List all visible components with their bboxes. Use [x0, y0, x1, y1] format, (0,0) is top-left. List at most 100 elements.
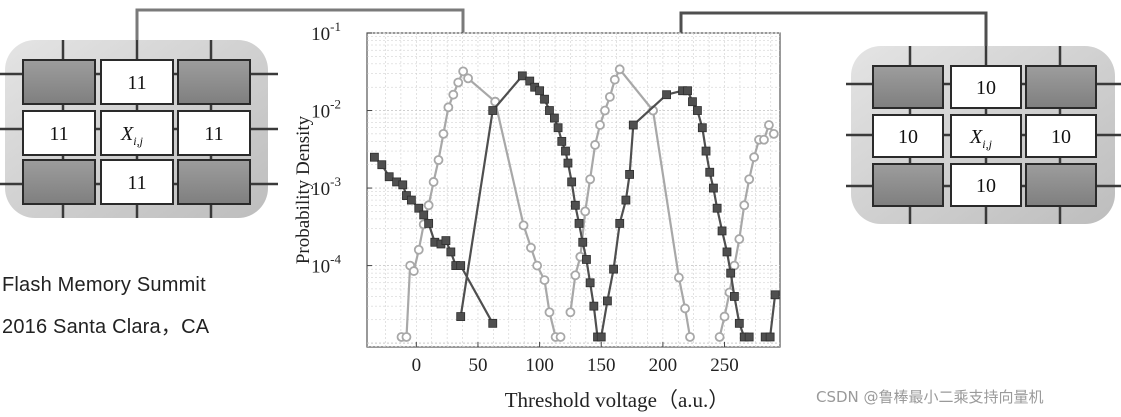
- cell-top: [950, 65, 1022, 109]
- data-point: [585, 174, 596, 185]
- data-point: [589, 301, 599, 311]
- cell-left: [872, 114, 944, 158]
- data-point: [398, 180, 408, 190]
- data-point: [580, 206, 591, 217]
- watermark: CSDN @鲁棒最小二乘支持向量机: [816, 388, 1044, 406]
- data-point: [615, 219, 625, 228]
- data-point: [565, 307, 576, 318]
- series-dark-square: [596, 86, 754, 342]
- data-point: [544, 307, 555, 318]
- caption-line-2: 2016 Santa Clara，CA: [2, 316, 210, 338]
- data-point: [517, 71, 527, 81]
- data-point: [463, 73, 473, 84]
- data-point: [539, 275, 550, 285]
- data-point: [590, 140, 600, 150]
- y-axis-label: Probability Density: [293, 115, 314, 264]
- data-point: [540, 94, 549, 104]
- cell-center-label: Xi,j: [120, 123, 144, 148]
- cell-center: [100, 110, 174, 156]
- data-point: [709, 183, 718, 193]
- data-point: [604, 91, 615, 102]
- data-point: [384, 172, 394, 182]
- data-point: [414, 203, 424, 213]
- data-point: [719, 311, 730, 322]
- data-point: [424, 219, 434, 228]
- data-point: [717, 226, 727, 236]
- x-tick-label: 250: [710, 355, 739, 376]
- cell-top: [100, 59, 174, 105]
- data-point: [561, 146, 570, 156]
- data-point: [621, 195, 631, 205]
- data-point: [570, 270, 581, 281]
- cell-grid-left: 11 11 11 11 Xi,j: [0, 40, 278, 218]
- data-point: [488, 318, 498, 328]
- data-point: [683, 86, 692, 96]
- data-point: [574, 219, 584, 228]
- data-point: [419, 210, 429, 220]
- data-point: [525, 76, 535, 86]
- data-point: [625, 170, 634, 179]
- data-point: [423, 200, 434, 211]
- y-tick-label: 10-1: [311, 19, 341, 45]
- data-point: [532, 260, 543, 271]
- cell-top-value: 10: [976, 77, 996, 99]
- data-point: [726, 268, 736, 278]
- data-point: [609, 74, 620, 85]
- data-point: [744, 332, 754, 342]
- data-point: [448, 89, 459, 100]
- data-point: [428, 177, 439, 187]
- gray-cell: [177, 59, 251, 105]
- data-point: [722, 247, 732, 257]
- data-point: [408, 266, 419, 276]
- data-point: [488, 106, 498, 115]
- series-dark-square: [760, 290, 780, 342]
- series-light-circle: [714, 120, 779, 342]
- data-point: [614, 64, 625, 75]
- data-point: [526, 242, 536, 253]
- cell-bottom: [950, 163, 1022, 207]
- x-axis-label: Threshold voltage（a.u.）: [505, 388, 730, 412]
- cell-bottom-value: 10: [976, 175, 996, 197]
- data-point: [456, 261, 466, 270]
- data-point: [764, 120, 774, 130]
- data-point: [595, 120, 605, 130]
- series: [369, 64, 780, 342]
- axis-ticks: 0 50 100 150 200 250 10-1 10-2 10-3 10-4: [311, 19, 739, 376]
- x-tick-label: 200: [649, 355, 678, 376]
- series-light-circle: [490, 96, 566, 342]
- caption-line-1: Flash Memory Summit: [2, 274, 206, 296]
- gray-cell: [872, 65, 944, 109]
- series-line: [651, 110, 692, 338]
- data-point: [406, 195, 416, 205]
- data-point: [535, 86, 544, 96]
- cell-right: [177, 110, 251, 156]
- data-point: [456, 312, 466, 321]
- data-point: [600, 105, 610, 116]
- data-point: [739, 200, 750, 211]
- data-point: [697, 123, 707, 133]
- data-point: [688, 97, 697, 107]
- data-point: [518, 220, 529, 231]
- x-tick-label: 150: [587, 355, 616, 376]
- data-point: [685, 332, 695, 342]
- data-point: [401, 332, 412, 342]
- gray-cell: [22, 59, 96, 105]
- cell-right-value: 11: [204, 123, 223, 145]
- x-tick-label: 50: [468, 355, 487, 376]
- data-point: [729, 292, 739, 301]
- cell-left: [22, 110, 96, 156]
- gray-cell: [22, 159, 96, 205]
- x-tick-label: 100: [525, 355, 554, 376]
- data-point: [749, 152, 760, 163]
- data-point: [596, 332, 606, 342]
- cell-left-value: 11: [49, 123, 68, 145]
- data-point: [701, 146, 711, 156]
- data-point: [705, 167, 715, 177]
- cell-center-label: Xi,j: [969, 126, 993, 151]
- data-point: [369, 152, 379, 162]
- data-point: [441, 236, 451, 246]
- probability-density-chart: 0 50 100 150 200 250 10-1 10-2 10-3 10-4 Threshol…: [293, 19, 781, 412]
- data-point: [582, 255, 591, 264]
- cell-bottom: [100, 159, 174, 205]
